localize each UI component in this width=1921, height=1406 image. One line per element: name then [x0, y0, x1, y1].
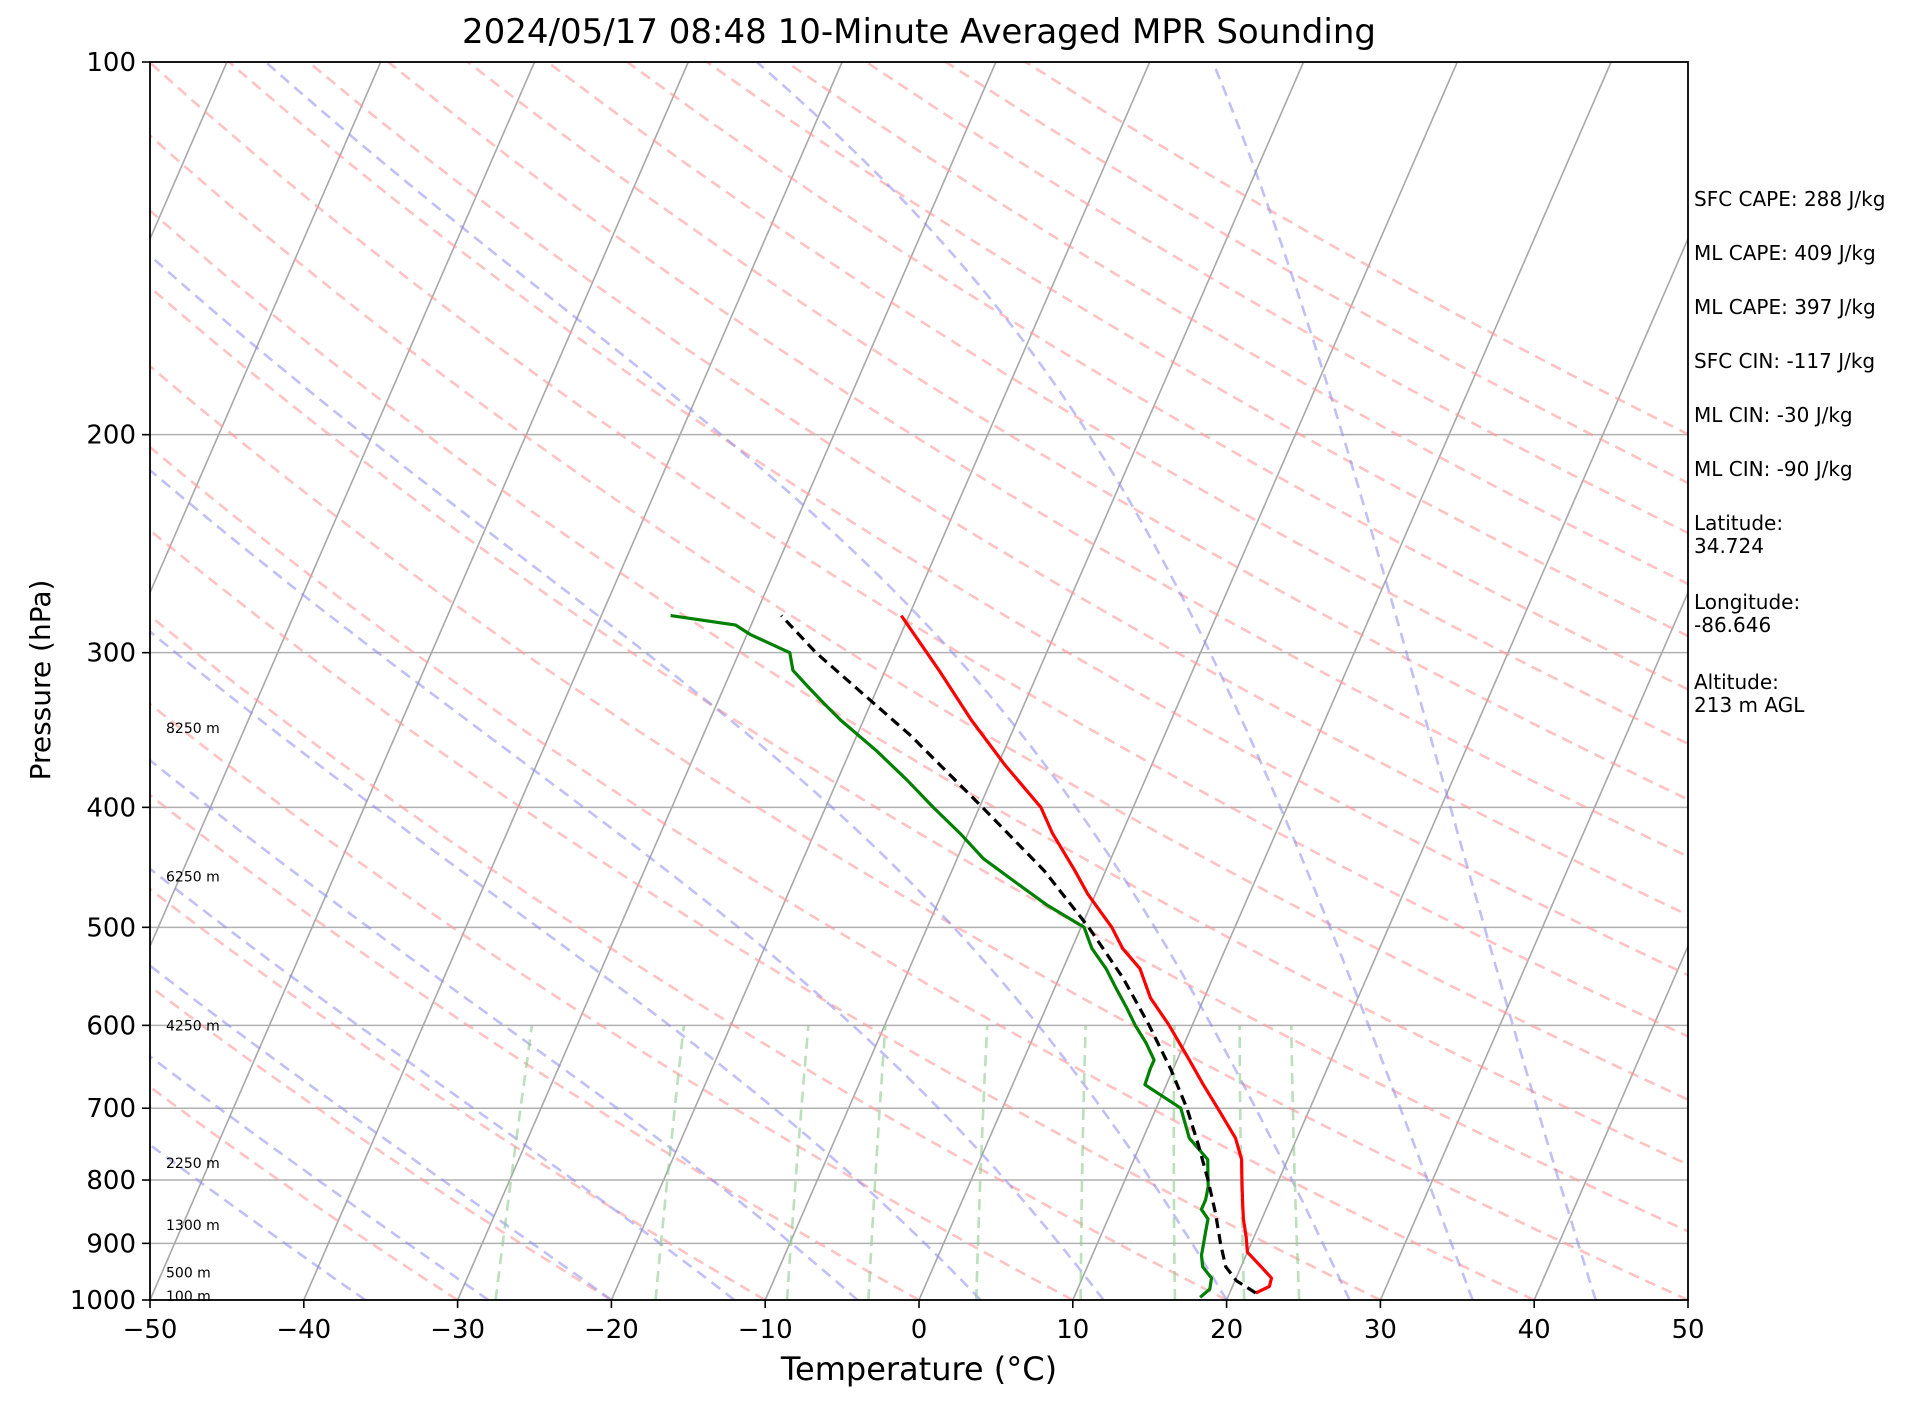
dry-adiabat — [150, 285, 1688, 1233]
isotherm-gridline — [150, 62, 382, 595]
dry-adiabat — [150, 364, 1688, 1300]
latitude-text: Latitude: 34.724 — [1694, 511, 1784, 558]
dry-adiabat — [387, 62, 1688, 858]
mixing-ratio-line — [654, 1025, 686, 1300]
y-tick-label: 400 — [86, 793, 136, 823]
dewpoint-profile-line — [670, 614, 1214, 1299]
x-tick-label: 10 — [1056, 1315, 1089, 1345]
altitude-text: Altitude: 213 m AGL — [1694, 670, 1805, 717]
dry-adiabat — [626, 62, 1688, 691]
moist-adiabat — [755, 62, 1474, 1300]
moist-adiabat — [150, 1143, 367, 1300]
height-label: 8250 m — [166, 721, 220, 737]
plot-frame — [149, 61, 1689, 1301]
isotherm-gridline — [150, 62, 690, 1300]
moist-adiabat — [150, 758, 859, 1300]
mixing-ratio-line — [867, 1025, 887, 1300]
longitude-text: Longitude: -86.646 — [1694, 590, 1801, 637]
x-tick-label: −30 — [430, 1315, 485, 1345]
height-label: 4250 m — [166, 1018, 220, 1034]
y-tick-label: 600 — [86, 1011, 136, 1041]
isotherm-gridline — [764, 62, 1305, 1300]
isotherm-gridline — [1533, 944, 1688, 1300]
x-tick-label: 0 — [911, 1315, 928, 1345]
mixing-ratio-line — [1172, 1025, 1177, 1300]
height-label: 2250 m — [166, 1156, 220, 1172]
mixing-ratio-line — [494, 1025, 534, 1300]
isotherm-gridline — [1379, 590, 1688, 1300]
dry-adiabat — [706, 62, 1688, 638]
dry-adiabat — [467, 62, 1688, 801]
isotherm-gridline — [1225, 236, 1688, 1300]
moist-adiabat — [150, 253, 1228, 1300]
y-tick-label: 100 — [86, 48, 136, 78]
y-tick-label: 1000 — [70, 1286, 136, 1316]
y-tick-label: 700 — [86, 1094, 136, 1124]
dry-adiabat — [546, 62, 1688, 746]
x-tick-label: −40 — [276, 1315, 331, 1345]
mixing-ratio-line — [785, 1025, 810, 1300]
x-tick-label: −20 — [584, 1315, 639, 1345]
dry-adiabat — [150, 62, 1688, 1038]
dry-adiabat — [307, 62, 1688, 917]
ml-cin-text-2: ML CIN: -90 J/kg — [1694, 457, 1853, 481]
dry-adiabat — [150, 984, 613, 1300]
height-label: 500 m — [166, 1265, 211, 1281]
dry-adiabat — [945, 62, 1688, 485]
dry-adiabat — [150, 133, 1688, 1102]
isotherm-gridline — [0, 62, 73, 1300]
isotherm-gridline — [1687, 1297, 1688, 1300]
dry-adiabat — [150, 528, 1381, 1300]
x-tick-label: 40 — [1518, 1315, 1551, 1345]
moist-adiabat — [1211, 62, 1597, 1300]
x-axis-label: Temperature (°C) — [780, 1350, 1058, 1388]
height-label: 100 m — [166, 1289, 211, 1305]
mixing-ratio-line — [1079, 1025, 1087, 1300]
ml-cin-text: ML CIN: -30 J/kg — [1694, 403, 1853, 427]
mixing-ratio-line — [974, 1025, 989, 1300]
y-tick-label: 900 — [86, 1229, 136, 1259]
y-tick-label: 200 — [86, 421, 136, 451]
height-label: 1300 m — [166, 1218, 220, 1234]
dry-adiabat — [150, 1085, 459, 1300]
moist-adiabat — [150, 1054, 490, 1300]
chart-title: 2024/05/17 08:48 10-Minute Averaged MPR … — [462, 12, 1376, 52]
dry-adiabat — [150, 445, 1535, 1300]
ml-cape-text: ML CAPE: 409 J/kg — [1694, 241, 1876, 265]
moist-adiabat — [150, 867, 736, 1300]
isotherm-gridline — [150, 62, 536, 949]
isotherm-gridline — [303, 62, 843, 1300]
x-tick-label: 30 — [1364, 1315, 1397, 1345]
temperature-profile-line — [899, 614, 1274, 1295]
moist-adiabat — [264, 62, 1351, 1300]
moist-adiabat — [150, 630, 982, 1300]
y-tick-label: 500 — [86, 913, 136, 943]
x-tick-label: 20 — [1210, 1315, 1243, 1345]
moist-adiabat — [150, 963, 613, 1300]
moist-adiabat — [150, 468, 1105, 1300]
y-tick-label: 300 — [86, 639, 136, 669]
isotherm-gridline — [456, 62, 997, 1300]
x-tick-label: −50 — [123, 1315, 178, 1345]
sfc-cape-text: SFC CAPE: 288 J/kg — [1694, 187, 1886, 211]
dry-adiabat — [785, 62, 1688, 586]
x-tick-label: 50 — [1671, 1315, 1704, 1345]
ml-cape-text-2: ML CAPE: 397 J/kg — [1694, 295, 1876, 319]
mixing-ratio-line — [1238, 1025, 1246, 1300]
isotherm-gridline — [918, 62, 1459, 1300]
parcel-path-line — [780, 614, 1257, 1295]
dry-adiabat — [150, 614, 1228, 1300]
y-tick-label: 800 — [86, 1166, 136, 1196]
sfc-cin-text: SFC CIN: -117 J/kg — [1694, 349, 1876, 373]
dry-adiabat — [150, 208, 1688, 1166]
x-tick-label: −10 — [738, 1315, 793, 1345]
height-label: 6250 m — [166, 870, 220, 886]
isotherm-gridline — [610, 62, 1151, 1300]
isotherm-gridline — [1072, 62, 1612, 1300]
mixing-ratio-line — [1290, 1025, 1301, 1300]
dry-adiabat — [150, 702, 1074, 1300]
